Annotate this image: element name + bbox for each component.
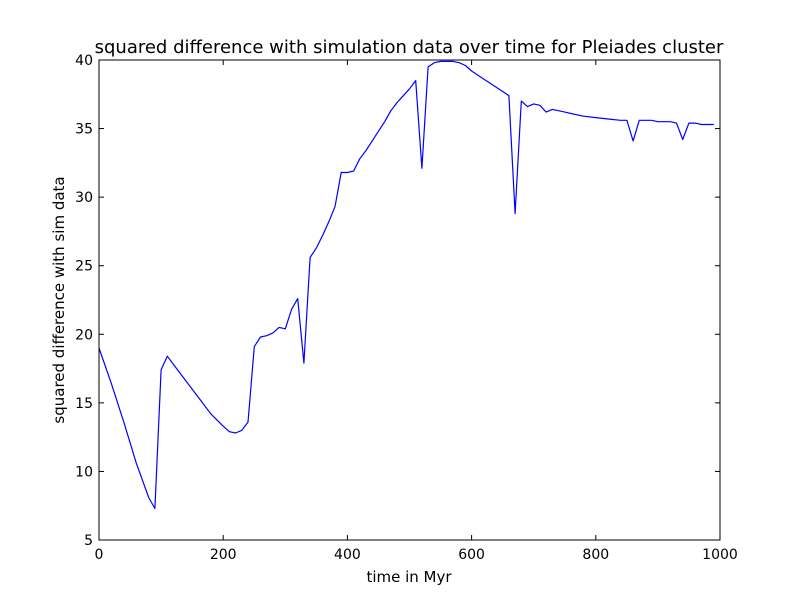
y-tick-label: 15 <box>75 396 93 412</box>
y-tick-label: 5 <box>84 533 93 549</box>
series-line-0 <box>98 60 714 510</box>
y-tick-label: 25 <box>75 259 93 275</box>
axes-frame <box>98 59 721 541</box>
y-tick-label: 20 <box>75 327 93 343</box>
y-tick-label: 40 <box>75 53 93 69</box>
y-tick-label: 35 <box>75 122 93 138</box>
x-tick-label: 600 <box>458 547 485 563</box>
x-tick-label: 400 <box>334 547 361 563</box>
y-tick-label: 30 <box>75 190 93 206</box>
x-tick-label: 800 <box>582 547 609 563</box>
x-tick-label: 0 <box>95 547 104 563</box>
y-axis-label: squared difference with sim data <box>50 176 68 423</box>
x-tick-label: 1000 <box>702 547 738 563</box>
plot-area: 0 200 400 600 800 1000 5 10 15 20 25 30 35 40 <box>75 53 738 563</box>
x-axis-label: time in Myr <box>366 568 452 586</box>
x-tick-label: 200 <box>210 547 237 563</box>
chart-title: squared difference with simulation data … <box>95 37 724 58</box>
y-tick-label: 10 <box>75 464 93 480</box>
